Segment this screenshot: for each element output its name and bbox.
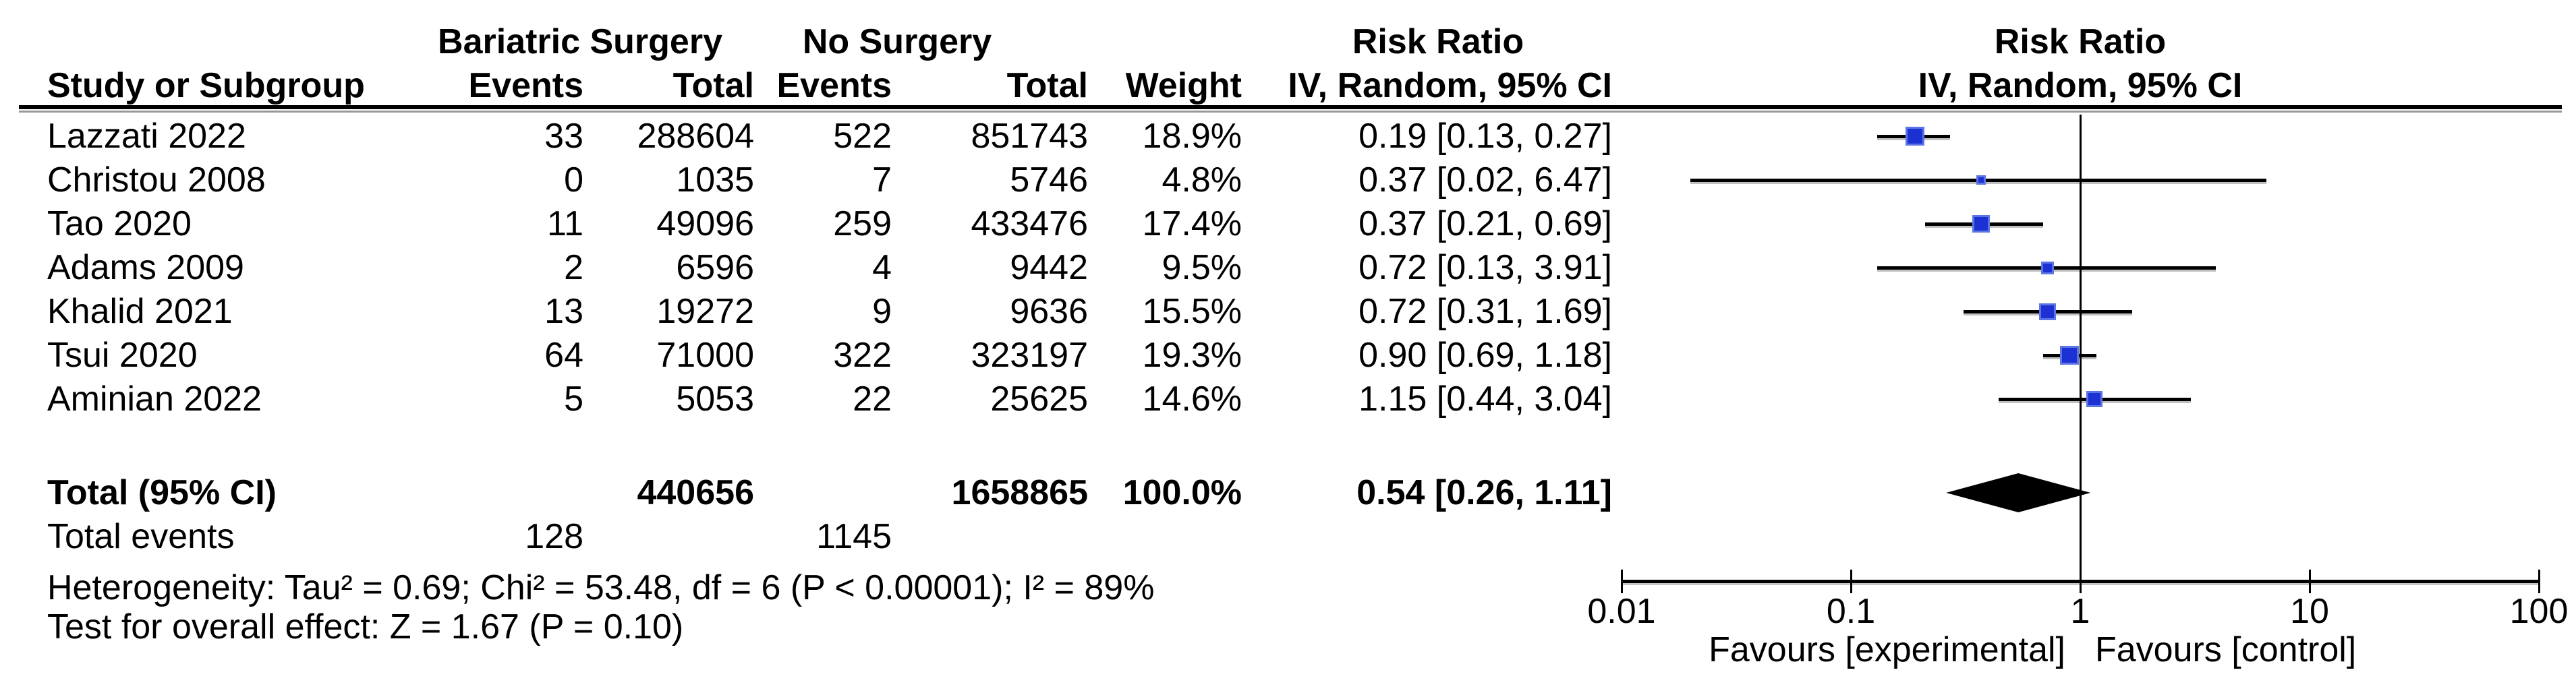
total-ctrl-cell: 1658865 xyxy=(951,473,1088,512)
axis-tick xyxy=(2309,570,2311,593)
axis-tick-label: 1 xyxy=(2070,592,2090,631)
study-name: Khalid 2021 xyxy=(47,292,233,331)
axis-tick xyxy=(2538,570,2540,593)
total-ctrl-cell: 433476 xyxy=(971,204,1088,243)
events-exp-cell: 2 xyxy=(564,248,583,287)
weight-header: Weight xyxy=(1125,66,1242,105)
weight-cell: 18.9% xyxy=(1142,117,1242,156)
total-events-label: Total events xyxy=(47,517,235,556)
total-ctrl-cell: 5746 xyxy=(1010,160,1088,200)
weight-cell: 19.3% xyxy=(1142,336,1242,375)
events-ctrl-cell: 322 xyxy=(833,336,892,375)
events-exp-cell: 11 xyxy=(547,204,583,243)
ci-text-cell: 0.37 [0.21, 0.69] xyxy=(1358,204,1612,243)
events-ctrl-cell: 9 xyxy=(872,292,892,331)
axis-tick xyxy=(1850,570,1852,593)
method-ci-header: IV, Random, 95% CI xyxy=(1288,66,1612,105)
risk-ratio-plot-header: Risk Ratio xyxy=(1994,22,2167,61)
total-exp-cell: 440656 xyxy=(637,473,754,512)
events-exp-header: Events xyxy=(468,66,583,105)
ci-text-cell: 0.72 [0.31, 1.69] xyxy=(1358,292,1612,331)
axis-tick-label: 0.1 xyxy=(1826,592,1876,631)
null-effect-line xyxy=(2080,115,2082,582)
method-ci-plot-header: IV, Random, 95% CI xyxy=(1918,66,2243,105)
events-ctrl-cell: 7 xyxy=(872,160,892,200)
axis-tick xyxy=(1621,570,1623,593)
risk-ratio-col-header: Risk Ratio xyxy=(1352,22,1524,61)
study-name: Aminian 2022 xyxy=(47,380,262,419)
weight-cell: 14.6% xyxy=(1142,380,1242,419)
heterogeneity-stats: Heterogeneity: Tau² = 0.69; Chi² = 53.48… xyxy=(47,568,1155,607)
total-exp-cell: 49096 xyxy=(656,204,754,243)
study-name: Tao 2020 xyxy=(47,204,192,243)
axis-tick-label: 100 xyxy=(2509,592,2569,631)
study-name: Christou 2008 xyxy=(47,160,266,200)
effect-square xyxy=(2040,261,2054,274)
study-name: Adams 2009 xyxy=(47,248,244,287)
favours-experimental-label: Favours [experimental] xyxy=(1709,630,2065,669)
total-exp-cell: 19272 xyxy=(656,292,754,331)
events-ctrl-cell: 4 xyxy=(872,248,892,287)
total-exp-cell: 288604 xyxy=(637,117,754,156)
total-ci-cell: 0.54 [0.26, 1.11] xyxy=(1356,473,1612,512)
events-ctrl-header: Events xyxy=(776,66,892,105)
total-exp-cell: 6596 xyxy=(676,248,754,287)
study-name: Lazzati 2022 xyxy=(47,117,246,156)
events-exp-cell: 5 xyxy=(564,380,583,419)
total-ctrl-header: Total xyxy=(1006,66,1088,105)
ci-text-cell: 0.90 [0.69, 1.18] xyxy=(1358,336,1612,375)
effect-square xyxy=(2060,346,2080,365)
total-ctrl-cell: 25625 xyxy=(990,380,1088,419)
total-ctrl-cell: 9636 xyxy=(1010,292,1088,331)
effect-square xyxy=(1972,215,1991,233)
events-exp-cell: 33 xyxy=(544,117,583,156)
total-events-exp-cell: 128 xyxy=(525,517,583,556)
overall-effect-test: Test for overall effect: Z = 1.67 (P = 0… xyxy=(47,607,684,646)
total-exp-header: Total xyxy=(672,66,754,105)
axis-tick-label: 10 xyxy=(2290,592,2329,631)
axis-tick-label: 0.01 xyxy=(1587,592,1656,631)
total-row-label: Total (95% CI) xyxy=(47,473,277,512)
weight-cell: 15.5% xyxy=(1142,292,1242,331)
axis-tick xyxy=(2080,570,2082,593)
study-name: Tsui 2020 xyxy=(47,336,198,375)
ci-text-cell: 0.72 [0.13, 3.91] xyxy=(1358,248,1612,287)
study-col-header: Study or Subgroup xyxy=(47,66,365,105)
header-rule-shadow xyxy=(19,111,2562,113)
summary-diamond xyxy=(1946,473,2091,512)
effect-square xyxy=(2086,391,2102,407)
events-ctrl-cell: 22 xyxy=(853,380,892,419)
events-ctrl-cell: 259 xyxy=(833,204,892,243)
total-ctrl-cell: 9442 xyxy=(1010,248,1088,287)
total-ctrl-cell: 323197 xyxy=(971,336,1088,375)
total-weight-cell: 100.0% xyxy=(1122,473,1242,512)
weight-cell: 9.5% xyxy=(1162,248,1242,287)
effect-square xyxy=(1976,175,1986,185)
events-exp-cell: 0 xyxy=(564,160,583,200)
total-exp-cell: 1035 xyxy=(676,160,754,200)
total-ctrl-cell: 851743 xyxy=(971,117,1088,156)
group2-header: No Surgery xyxy=(802,22,992,61)
total-exp-cell: 5053 xyxy=(676,380,754,419)
group1-header: Bariatric Surgery xyxy=(438,22,722,61)
effect-square xyxy=(2038,303,2056,320)
total-exp-cell: 71000 xyxy=(656,336,754,375)
header-rule xyxy=(19,105,2562,109)
ci-text-cell: 1.15 [0.44, 3.04] xyxy=(1358,380,1612,419)
weight-cell: 4.8% xyxy=(1162,160,1242,200)
effect-square xyxy=(1905,127,1924,146)
events-exp-cell: 64 xyxy=(544,336,583,375)
events-ctrl-cell: 522 xyxy=(833,117,892,156)
events-exp-cell: 13 xyxy=(544,292,583,331)
total-events-ctrl-cell: 1145 xyxy=(816,517,892,556)
favours-control-label: Favours [control] xyxy=(2095,630,2357,669)
weight-cell: 17.4% xyxy=(1142,204,1242,243)
ci-text-cell: 0.37 [0.02, 6.47] xyxy=(1358,160,1612,200)
ci-text-cell: 0.19 [0.13, 0.27] xyxy=(1358,117,1612,156)
